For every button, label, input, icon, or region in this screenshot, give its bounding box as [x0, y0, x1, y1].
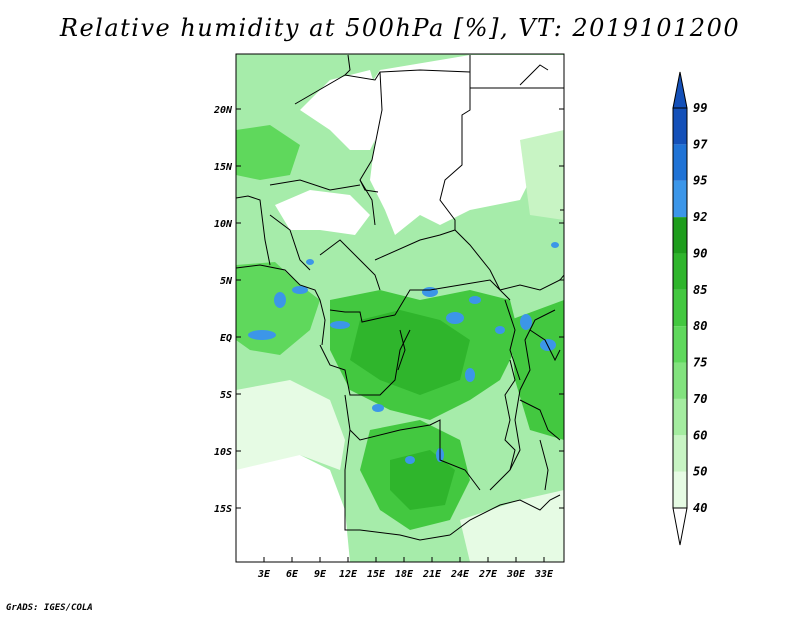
lon-label-6e: 6E	[286, 569, 299, 580]
lat-label-eq: EQ	[220, 333, 232, 344]
colorbar-top-arrow	[672, 71, 688, 109]
colorbar-box-70	[673, 362, 687, 399]
lat-label-10n: 10N	[214, 219, 233, 230]
colorbar-box-75	[673, 326, 687, 363]
colorbar-box-90	[673, 217, 687, 254]
map-title: Relative humidity at 500hPa [%], VT: 201…	[59, 14, 741, 42]
lon-label-33e: 33E	[534, 569, 554, 580]
moist-region-south-core	[390, 450, 455, 510]
colorbar-label-50: 50	[693, 465, 707, 479]
lon-label-30e: 30E	[506, 569, 526, 580]
light-region-southwest	[236, 380, 345, 470]
humidity-field	[236, 54, 564, 562]
colorbar-label-97: 97	[693, 137, 708, 151]
dry-region-sahel	[275, 190, 370, 235]
credit-footer: GrADS: IGES/COLA	[6, 603, 93, 613]
colorbar-label-95: 95	[693, 174, 707, 188]
lon-label-3e: 3E	[257, 569, 271, 580]
lat-label-5s: 5S	[220, 390, 232, 401]
dry-region-north	[300, 70, 385, 150]
lat-label-5n: 5N	[220, 276, 233, 287]
colorbar-box-80	[673, 289, 687, 327]
colorbar-box-40	[673, 471, 687, 508]
lat-label-15s: 15S	[214, 504, 232, 515]
colorbar-box-50	[673, 435, 687, 472]
lat-label-15n: 15N	[214, 162, 233, 173]
colorbar-label-60: 60	[693, 428, 707, 442]
colorbar-label-70: 70	[693, 392, 707, 406]
colorbar-label-99: 99	[693, 101, 707, 115]
colorbar-label-75: 75	[693, 356, 707, 370]
lat-label-20n: 20N	[213, 105, 233, 116]
colorbar-boxes	[672, 107, 688, 509]
colorbar-box-60	[673, 398, 687, 436]
colorbar-label-85: 85	[693, 283, 707, 297]
longitude-axis: 3E 6E 9E 12E 15E 18E 21E 24E 27E 30E 33E	[257, 557, 554, 580]
colorbar-label-80: 80	[693, 319, 707, 333]
moist-region-east	[510, 300, 564, 440]
colorbar-label-92: 92	[693, 210, 707, 224]
moist-region-northwest	[236, 125, 300, 180]
colorbar-bottom-arrow	[672, 507, 688, 546]
light-region-east	[520, 130, 564, 220]
lon-label-15e: 15E	[367, 569, 386, 580]
lon-label-12e: 12E	[339, 569, 358, 580]
colorbar-box-85	[673, 253, 687, 290]
colorbar-box-92	[673, 180, 687, 218]
lon-label-9e: 9E	[314, 569, 327, 580]
lon-label-24e: 24E	[450, 569, 470, 580]
colorbar-label-40: 40	[693, 501, 707, 515]
light-region-southeast	[460, 490, 564, 562]
lon-label-18e: 18E	[395, 569, 414, 580]
latitude-axis: 20N 15N 10N 5N EQ 5S 10S 15S	[213, 105, 564, 515]
country-borders	[236, 54, 564, 541]
moist-region-center-core	[350, 310, 470, 395]
lat-label-10s: 10S	[214, 447, 232, 458]
colorbar-label-90: 90	[693, 246, 707, 260]
colorbar: 40 50 60 70 75 80 85 90 92 95 97 99	[672, 71, 708, 546]
map-frame	[235, 53, 565, 563]
colorbar-box-95	[673, 144, 687, 181]
lon-label-21e: 21E	[422, 569, 442, 580]
colorbar-box-97	[673, 108, 687, 145]
dry-region-southwest	[236, 450, 350, 562]
lon-label-27e: 27E	[478, 569, 498, 580]
colorbar-labels: 40 50 60 70 75 80 85 90 92 95 97 99	[693, 101, 708, 515]
